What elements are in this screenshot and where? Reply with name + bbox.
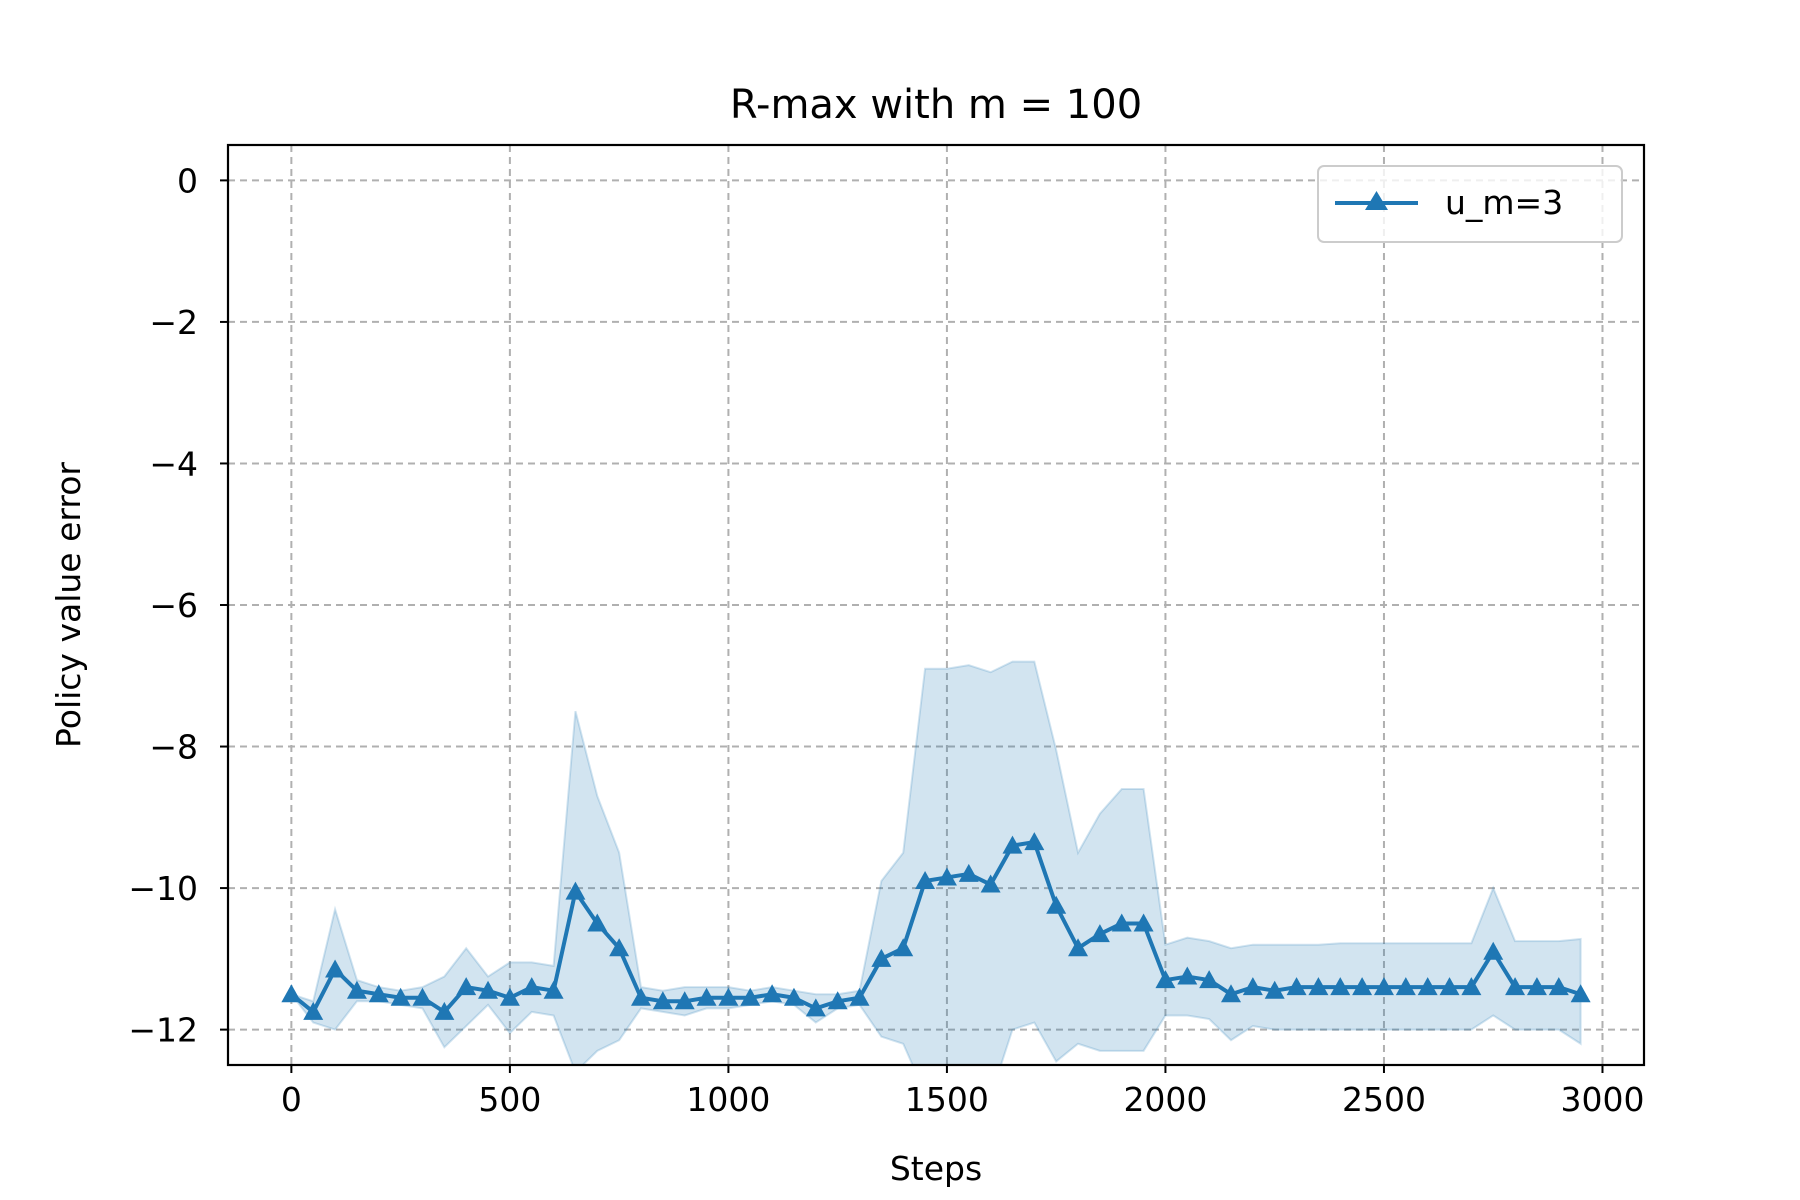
y-tick-label: −8 [149, 728, 198, 767]
data-point-marker [325, 959, 346, 978]
data-point-marker [1570, 984, 1591, 1003]
data-point-marker [1373, 977, 1394, 996]
data-point-marker [1439, 977, 1460, 996]
y-tick-label: −2 [149, 303, 198, 342]
y-axis-label: Policy value error [49, 462, 88, 748]
legend: u_m=3 [1317, 165, 1623, 243]
data-point-marker [1352, 977, 1373, 996]
x-tick-label: 2500 [1342, 1080, 1426, 1119]
data-point-marker [1264, 980, 1285, 999]
grid [228, 145, 1644, 1065]
x-tick-label: 3000 [1560, 1080, 1644, 1119]
data-point-marker [1505, 977, 1526, 996]
data-point-marker [521, 977, 542, 996]
data-point-marker [1417, 977, 1438, 996]
series-marker-layer [281, 832, 1591, 1020]
x-tick-label: 1500 [905, 1080, 989, 1119]
data-point-marker [1046, 895, 1067, 914]
y-tick-label: −4 [149, 444, 198, 483]
data-point-marker [1089, 924, 1110, 943]
data-point-marker [849, 987, 870, 1006]
data-point-marker [1461, 977, 1482, 996]
data-point-marker [478, 980, 499, 999]
data-point-marker [1242, 977, 1263, 996]
y-tick-label: −10 [128, 869, 198, 908]
data-point-marker [1526, 977, 1547, 996]
data-point-marker [390, 987, 411, 1006]
y-tick-label: −6 [149, 586, 198, 625]
data-point-marker [543, 980, 564, 999]
x-axis-ticks: 0 500 1000 1500 2000 2500 3000 [281, 1065, 1644, 1119]
y-tick-label: 0 [177, 161, 198, 200]
y-tick-label: −12 [128, 1011, 198, 1050]
data-point-marker [1483, 941, 1504, 960]
data-point-marker [1199, 970, 1220, 989]
data-point-marker [1133, 913, 1154, 932]
data-point-marker [652, 991, 673, 1010]
data-point-marker [281, 984, 302, 1003]
data-point-marker [936, 867, 957, 886]
legend-entry-label: u_m=3 [1445, 183, 1563, 222]
x-axis-label: Steps [890, 1149, 982, 1188]
data-point-marker [1155, 970, 1176, 989]
data-point-marker [1068, 938, 1089, 957]
data-point-marker [762, 984, 783, 1003]
data-point-marker [1177, 966, 1198, 985]
data-point-marker [980, 874, 1001, 893]
x-tick-label: 0 [281, 1080, 302, 1119]
data-point-marker [805, 998, 826, 1017]
data-point-marker [565, 881, 586, 900]
data-point-marker [1111, 913, 1132, 932]
data-point-marker [1308, 977, 1329, 996]
data-point-marker [1286, 977, 1307, 996]
data-point-marker [871, 948, 892, 967]
data-point-marker [1024, 832, 1045, 851]
data-point-marker [827, 991, 848, 1010]
x-tick-label: 1000 [686, 1080, 770, 1119]
data-point-marker [434, 1001, 455, 1020]
data-point-marker [915, 871, 936, 889]
data-point-marker [1221, 984, 1241, 1003]
data-point-marker [740, 987, 761, 1006]
data-point-marker [587, 913, 608, 932]
legend-marker-swatch [1365, 191, 1388, 210]
data-point-marker [609, 938, 630, 957]
data-point-marker [893, 938, 914, 957]
data-point-marker [696, 987, 717, 1006]
data-point-marker [631, 987, 651, 1006]
data-point-marker [368, 984, 389, 1003]
data-point-marker [1548, 977, 1569, 996]
data-point-marker [412, 987, 433, 1006]
data-point-marker [303, 1001, 324, 1020]
data-point-marker [1330, 977, 1351, 996]
data-point-marker [783, 987, 804, 1006]
x-tick-label: 2000 [1123, 1080, 1207, 1119]
data-point-marker [718, 987, 739, 1006]
data-point-marker [958, 863, 979, 882]
data-point-marker [1002, 835, 1023, 854]
data-point-marker [1395, 977, 1416, 996]
data-point-marker [499, 987, 520, 1006]
x-tick-label: 500 [478, 1080, 541, 1119]
chart-title: R-max with m = 100 [730, 82, 1142, 128]
data-point-marker [346, 980, 367, 999]
data-point-marker [456, 977, 477, 996]
y-axis-ticks: 0 −2 −4 −6 −8 −10 −12 [128, 161, 228, 1050]
legend-box [1317, 165, 1623, 243]
data-point-marker [674, 991, 695, 1010]
